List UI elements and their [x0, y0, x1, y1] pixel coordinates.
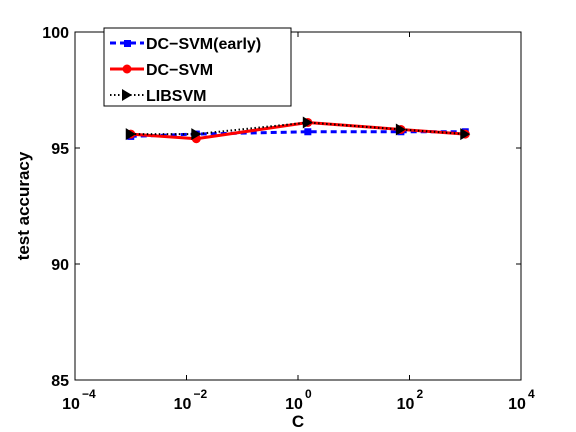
data-point — [302, 116, 313, 129]
y-axis-label: test accuracy — [14, 151, 33, 260]
data-point — [125, 128, 136, 141]
data-point — [304, 128, 312, 136]
y-tick-label: 100 — [42, 25, 69, 42]
data-point — [395, 123, 406, 136]
series-layer — [125, 116, 471, 144]
legend-marker-dc-svm-early — [124, 40, 131, 47]
series-line-2 — [130, 121, 466, 136]
x-tick-label-exponent: 4 — [528, 387, 535, 401]
legend-marker-libsvm — [122, 89, 132, 101]
data-point — [460, 128, 471, 141]
y-tick-label: 95 — [51, 141, 69, 158]
x-tick-label: 10 — [174, 396, 192, 413]
legend-marker-dc-svm — [122, 64, 132, 74]
legend-box — [103, 27, 292, 107]
x-tick-label: 10 — [62, 396, 80, 413]
x-tick-label-exponent: −4 — [82, 387, 96, 401]
legend-label-dc-svm-early: DC−SVM(early) — [146, 36, 261, 53]
x-tick-label: 10 — [508, 396, 526, 413]
x-tick-label: 10 — [285, 396, 303, 413]
x-tick-label-exponent: 0 — [305, 387, 312, 401]
x-tick-label: 10 — [397, 396, 415, 413]
legend: DC−SVM(early) DC−SVM LIBSVM — [103, 27, 292, 107]
data-point — [191, 128, 202, 141]
y-tick-label: 90 — [51, 257, 69, 274]
x-axis-label: C — [292, 412, 304, 431]
legend-label-dc-svm: DC−SVM — [146, 62, 213, 79]
y-tick-label: 85 — [51, 373, 69, 390]
legend-label-libsvm: LIBSVM — [146, 88, 206, 105]
x-tick-label-exponent: 2 — [417, 387, 424, 401]
x-tick-label-exponent: −2 — [194, 387, 208, 401]
